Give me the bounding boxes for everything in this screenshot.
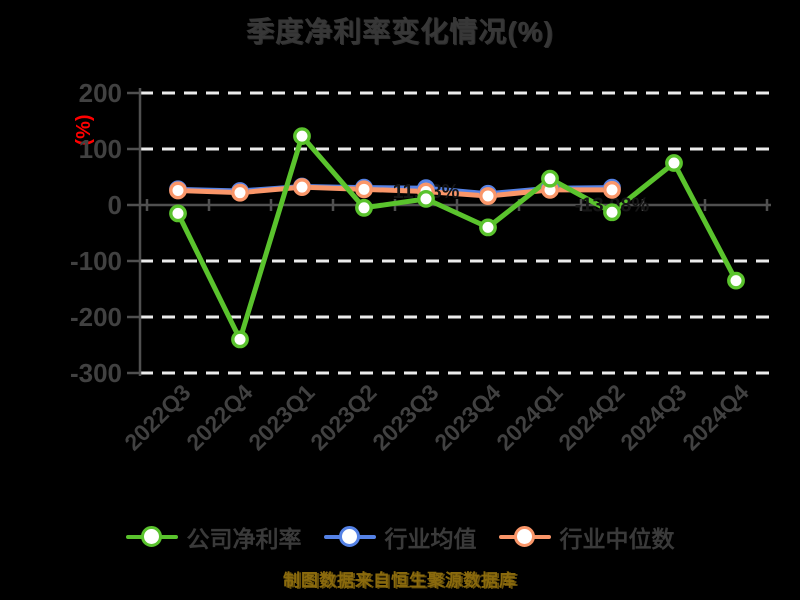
data-point-company-net-margin: [231, 330, 249, 349]
legend-item-industry-mean: 行业均值: [323, 520, 477, 554]
data-point-industry-median: [169, 181, 187, 200]
chart-plot-area: 2001000-100-200-3002022Q32022Q42023Q1202…: [70, 78, 771, 455]
y-tick-label: -100: [70, 246, 122, 276]
legend-label-median: 行业中位数: [559, 526, 675, 552]
series-line-company-net-margin: [175, 133, 739, 342]
x-tick-label: 2024Q2: [553, 379, 629, 455]
x-tick-label: 2024Q4: [677, 379, 753, 455]
legend-label-mean: 行业均值: [384, 526, 477, 552]
y-tick-label: 0: [108, 190, 122, 220]
data-point-industry-median: [293, 178, 311, 196]
legend-marker-mean: [323, 526, 376, 548]
x-tick-label: 2024Q1: [491, 379, 567, 455]
data-point-company-net-margin: [293, 127, 311, 146]
x-tick-label: 2023Q2: [305, 379, 381, 455]
data-point-company-net-margin: [665, 154, 683, 172]
legend-marker-median: [498, 526, 551, 548]
data-point-industry-median: [603, 180, 621, 199]
x-tick-label: 2023Q3: [367, 379, 443, 455]
y-tick-label: -300: [70, 358, 122, 388]
data-point-industry-median: [231, 183, 249, 202]
legend-circle-icon: [513, 526, 535, 547]
y-tick-label: 200: [79, 78, 122, 108]
x-tick-label: 2023Q4: [429, 379, 505, 455]
data-point-company-net-margin: [541, 169, 559, 188]
data-point-industry-median: [355, 180, 373, 199]
data-point-company-net-margin: [727, 271, 745, 290]
data-point-company-net-margin: [355, 198, 373, 217]
legend-marker-company: [125, 526, 178, 548]
series-line-industry-median: [175, 184, 615, 199]
legend-label-company: 公司净利率: [186, 526, 302, 552]
x-tick-label: 2023Q1: [243, 379, 319, 455]
legend-circle-icon: [338, 526, 360, 547]
chart-title: 季度净利率变化情况(%): [246, 16, 554, 47]
data-source-footer: 制图数据来自恒生聚源数据库: [283, 571, 517, 590]
chart-legend: 公司净利率 行业均值 行业中位数: [0, 518, 800, 556]
data-point-industry-median: [479, 187, 497, 205]
x-tick-label: 2022Q4: [181, 379, 257, 455]
x-tick-label: 2024Q3: [615, 379, 691, 455]
data-point-company-net-margin: [169, 204, 187, 223]
data-point-company-net-margin: [603, 203, 621, 222]
y-tick-label: -200: [70, 302, 122, 332]
data-point-company-net-margin: [479, 218, 497, 237]
x-tick-label: 2022Q3: [119, 379, 195, 455]
data-point-company-net-margin: [417, 189, 435, 208]
y-tick-label: 100: [79, 134, 122, 164]
legend-item-industry-median: 行业中位数: [498, 520, 675, 554]
legend-item-company-net-margin: 公司净利率: [125, 520, 302, 554]
legend-circle-icon: [140, 526, 162, 547]
